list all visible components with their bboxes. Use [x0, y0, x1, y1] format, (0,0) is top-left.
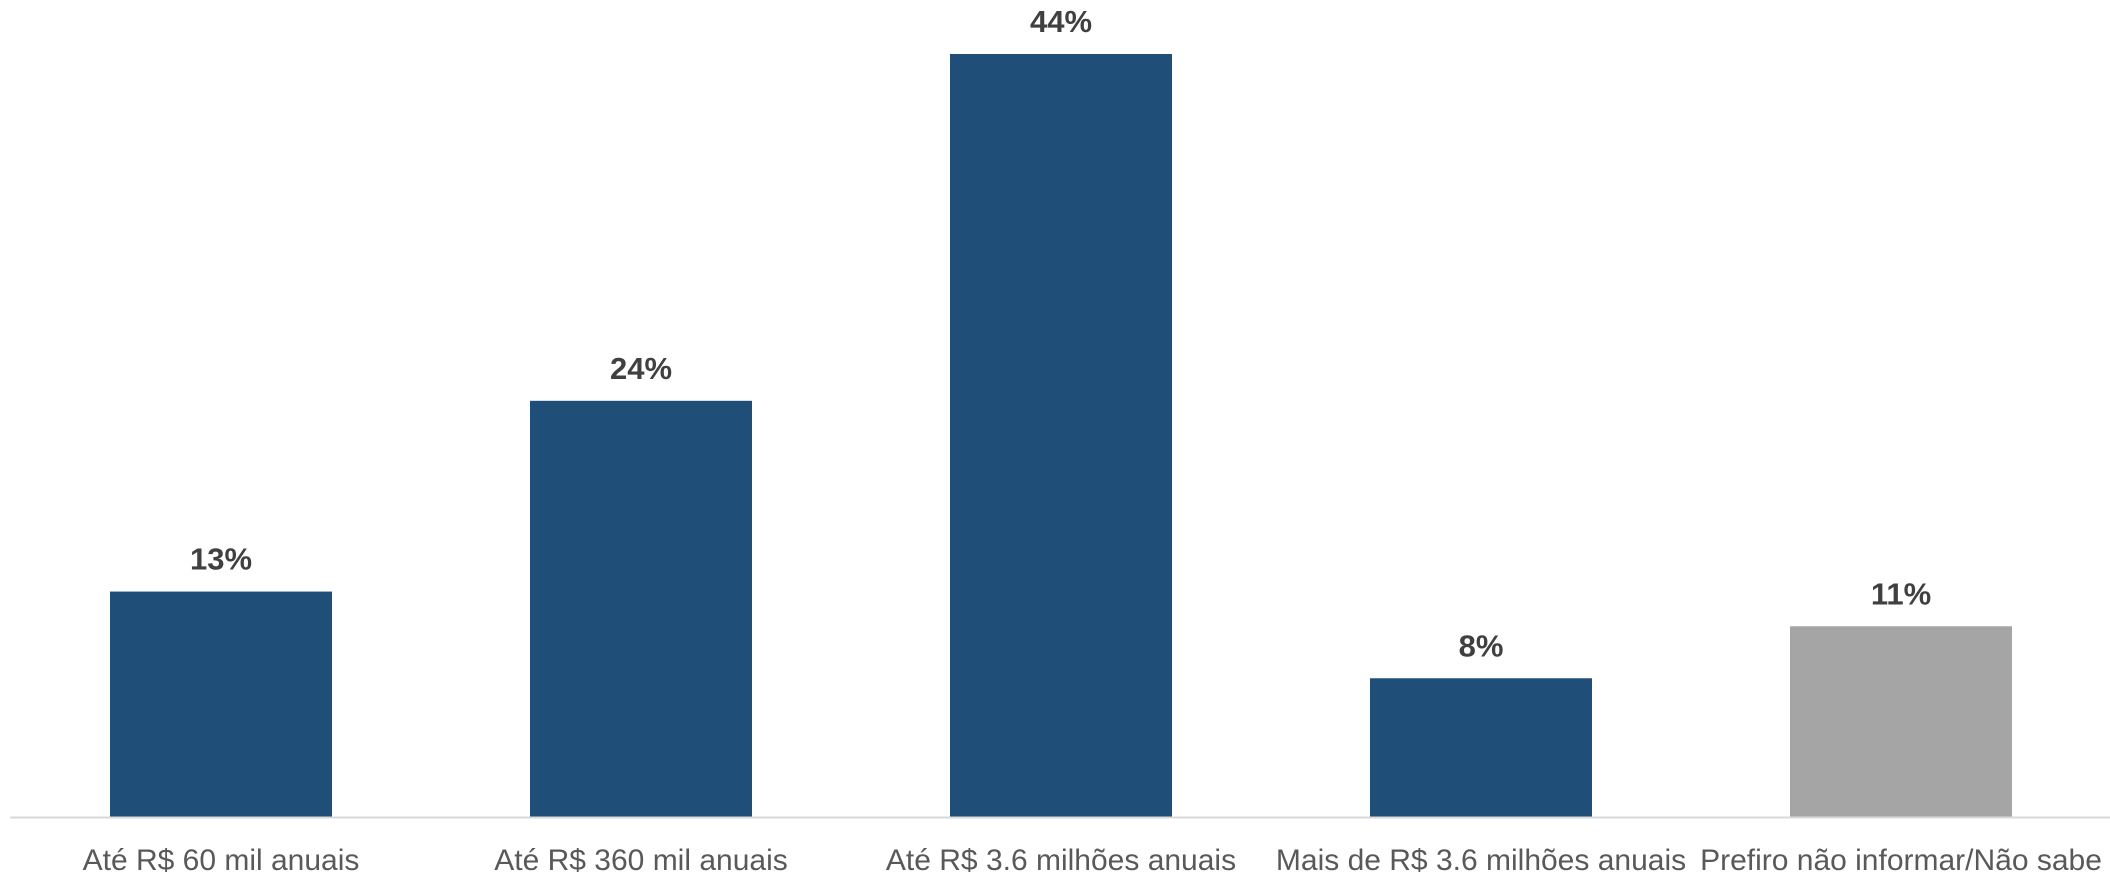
- x-tick-label: Até R$ 3.6 milhões anuais: [886, 844, 1236, 875]
- bar-value-label: 24%: [610, 351, 672, 386]
- x-tick-labels-layer: Até R$ 60 mil anuais Até R$ 360 mil anuai…: [83, 844, 2102, 877]
- x-tick-label: Até R$ 360 mil anuais: [494, 844, 788, 875]
- bar-value-label: 8%: [1459, 628, 1504, 663]
- bar: [110, 591, 332, 817]
- bars-layer: [110, 54, 2012, 817]
- bar-value-label: 13%: [190, 542, 252, 577]
- bar: [950, 54, 1172, 817]
- bar: [1790, 626, 2012, 817]
- bar: [1370, 678, 1592, 817]
- x-tick-label: Até R$ 60 mil anuais: [83, 844, 360, 875]
- bar: [530, 400, 752, 817]
- x-tick-label: Prefiro não informar/Não sabe: [1700, 844, 2102, 875]
- bar-value-label: 11%: [1871, 576, 1931, 611]
- bar-value-label: 44%: [1030, 4, 1092, 39]
- x-tick-label: Mais de R$ 3.6 milhões anuais: [1276, 844, 1686, 875]
- value-labels-layer: 13% 24% 44% 8% 11%: [190, 4, 1931, 663]
